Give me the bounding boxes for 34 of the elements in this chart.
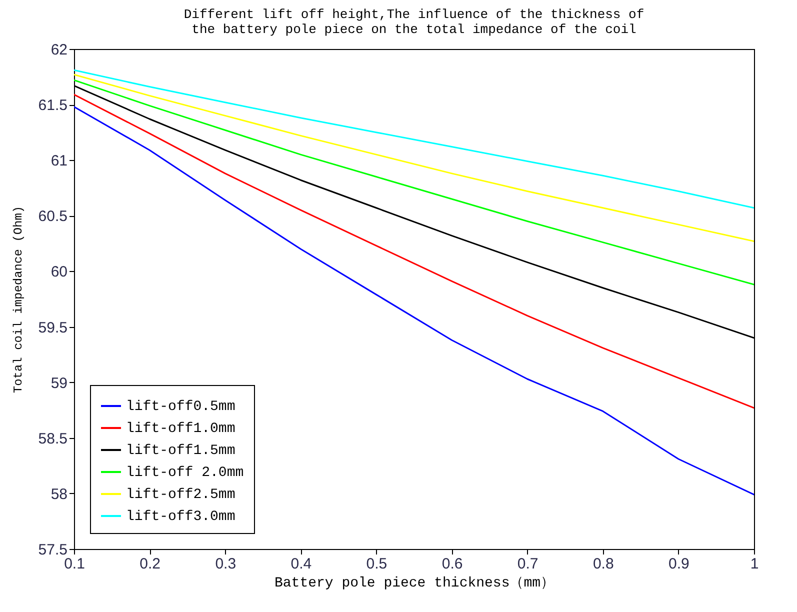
line-series — [74, 74, 754, 242]
x-tick-label: 0.2 — [140, 556, 160, 572]
legend-label: lift-off1.0mm — [126, 421, 236, 437]
legend-label: lift-off0.5mm — [126, 399, 236, 415]
text: the battery pole piece on the total impedance of the coil — [192, 22, 636, 37]
x-tick-label: 0.1 — [64, 556, 85, 572]
y-tick-label: 58 — [50, 486, 68, 503]
line-series — [74, 69, 754, 209]
legend-label: lift-off1.5mm — [126, 443, 236, 459]
y-tick-label: 60 — [50, 264, 68, 281]
y-axis-title: Total coil impedance (Ohm) — [11, 206, 26, 394]
x-tick-label: 0.9 — [668, 556, 690, 572]
x-axis-title: Battery pole piece thickness（mm） — [274, 576, 555, 592]
x-tick-label: 0.8 — [592, 556, 614, 572]
y-tick-label: 62 — [50, 42, 68, 58]
legend-label: lift-off2.5mm — [126, 487, 236, 503]
text: Different lift off height,The influence of the thickness of — [184, 7, 644, 22]
y-tick-label: 57.5 — [38, 542, 68, 558]
x-tick-label: 0.4 — [290, 556, 312, 572]
y-tick-label: 60.5 — [38, 208, 68, 226]
x-tick-label: 0.6 — [442, 556, 463, 572]
legend-label: lift-off3.0mm — [126, 509, 236, 525]
y-tick-label: 58.5 — [38, 430, 68, 448]
x-tick-label: 0.5 — [366, 556, 388, 572]
x-tick-label: 0.7 — [517, 556, 538, 572]
y-tick-label: 59.5 — [38, 319, 68, 336]
y-tick-label: 59 — [50, 374, 68, 392]
line-series — [74, 94, 754, 409]
x-tick-label: 1 — [750, 556, 759, 572]
legend-label: lift-off 2.0mm — [126, 465, 244, 481]
y-tick-label: 61 — [50, 152, 68, 170]
line-series — [74, 79, 754, 286]
y-tick-label: 61.5 — [38, 97, 68, 114]
x-tick-label: 0.3 — [215, 556, 236, 572]
